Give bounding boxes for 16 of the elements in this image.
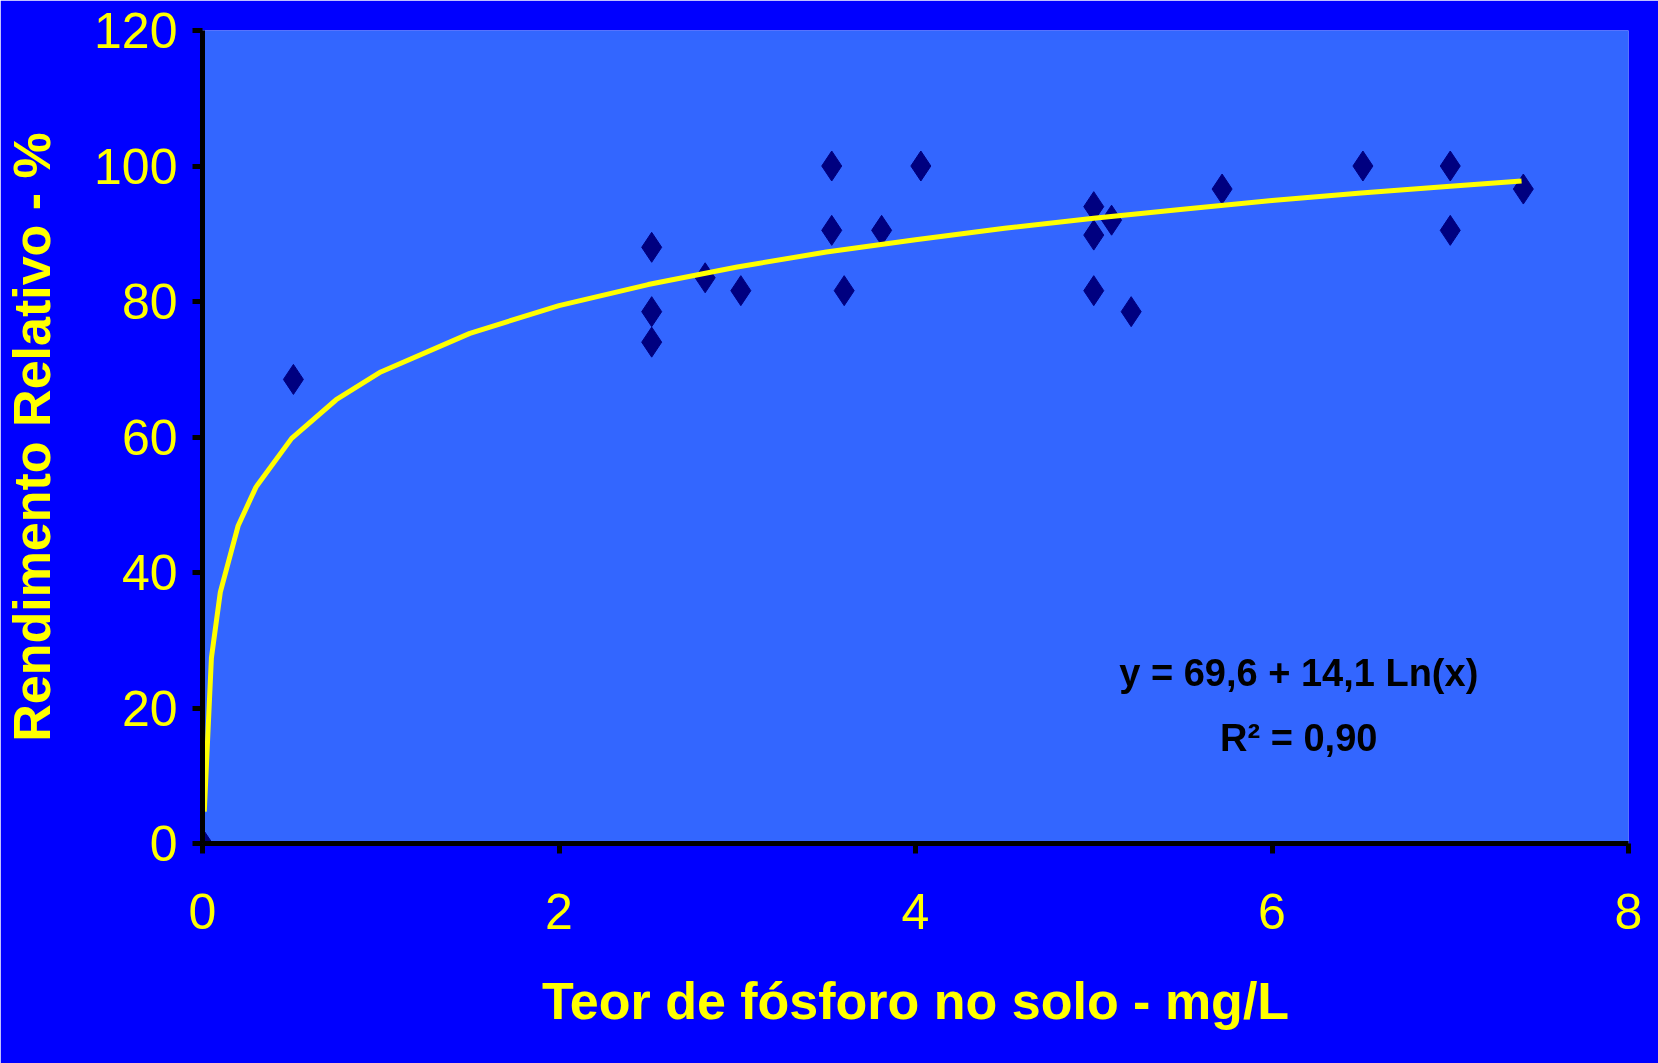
annotation: y = 69,6 + 14,1 Ln(x) xyxy=(1119,652,1479,695)
y-tick-label: 20 xyxy=(121,680,178,737)
x-tick-label: 6 xyxy=(1258,883,1286,940)
y-tick-label: 0 xyxy=(149,816,178,872)
y-tick-label: 60 xyxy=(121,409,178,466)
y-tick-label: 100 xyxy=(94,138,178,195)
annotation: R² = 0,90 xyxy=(1220,716,1378,759)
y-axis-title: Rendimento Relativo - % xyxy=(3,132,62,742)
x-tick-label: 0 xyxy=(188,883,217,940)
x-axis-title: Teor de fósforo no solo - mg/L xyxy=(541,971,1290,1030)
y-tick-label: 40 xyxy=(121,545,178,601)
y-tick-label: 80 xyxy=(121,274,178,330)
y-tick-label: 120 xyxy=(94,3,178,59)
x-tick-label: 4 xyxy=(901,883,930,940)
x-tick-label: 2 xyxy=(545,883,573,940)
x-tick-label: 8 xyxy=(1614,883,1643,940)
